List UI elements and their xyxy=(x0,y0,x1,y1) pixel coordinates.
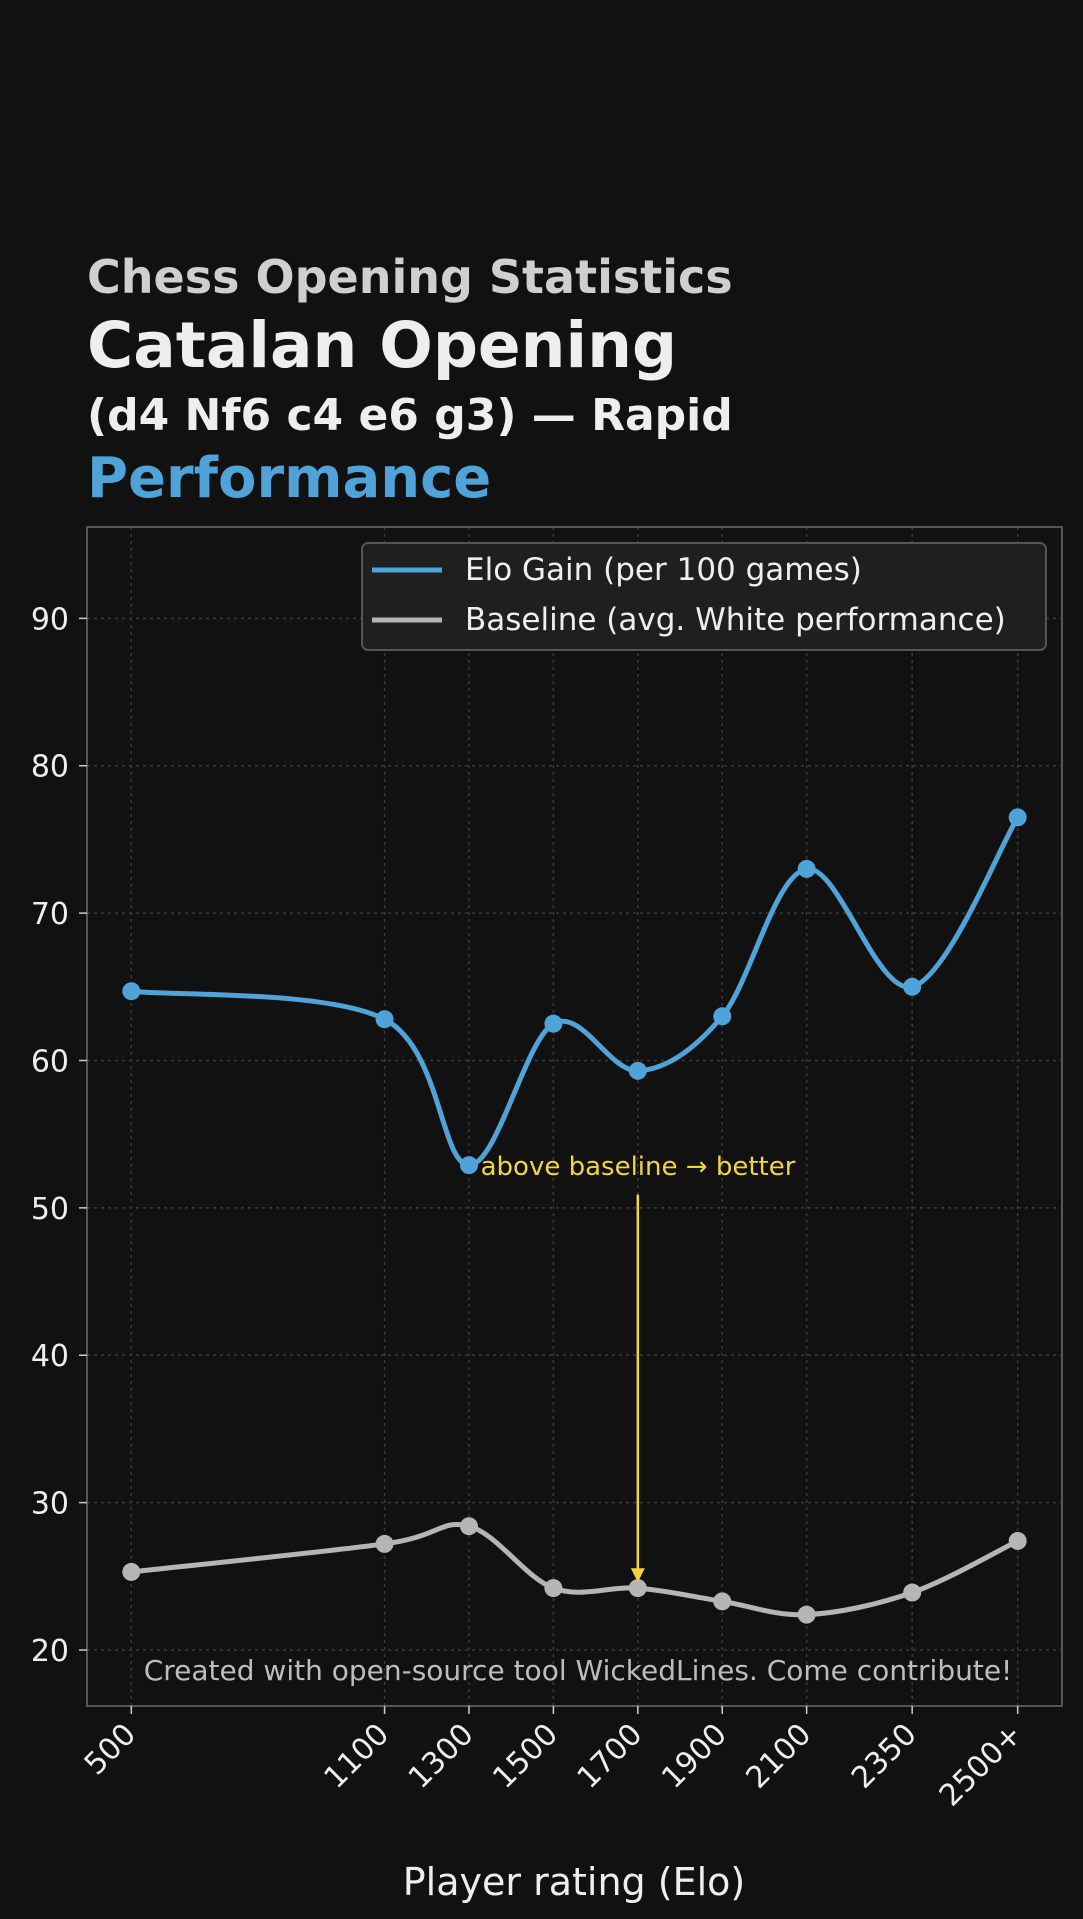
data-point-baseline xyxy=(1008,1531,1027,1550)
legend: Elo Gain (per 100 games) Baseline (avg. … xyxy=(361,542,1047,651)
grid xyxy=(87,527,1062,1706)
y-tick-label: 40 xyxy=(31,1339,69,1374)
data-point-elo xyxy=(903,977,922,996)
x-tick-label: 1100 xyxy=(317,1717,396,1796)
series-group xyxy=(122,808,1027,1624)
legend-box xyxy=(361,542,1047,651)
legend-label-baseline: Baseline (avg. White performance) xyxy=(465,602,1006,638)
y-tick-label: 50 xyxy=(31,1192,69,1227)
annotation-text: above baseline → better xyxy=(481,1152,796,1182)
legend-label-elo: Elo Gain (per 100 games) xyxy=(465,552,862,588)
x-tick-label: 2350 xyxy=(845,1717,924,1796)
x-tick-label: 1300 xyxy=(402,1717,481,1796)
watermark-text: Created with open-source tool WickedLine… xyxy=(144,1654,1013,1687)
y-tick-label: 30 xyxy=(31,1487,69,1522)
x-tick-label: 1700 xyxy=(571,1717,650,1796)
chart-supertitle: Chess Opening Statistics xyxy=(87,250,733,304)
data-point-elo xyxy=(797,859,816,878)
chart-title: Catalan Opening xyxy=(87,309,678,382)
y-tick-label: 80 xyxy=(31,750,69,785)
data-point-elo xyxy=(375,1010,394,1029)
x-tick-label: 1900 xyxy=(655,1717,734,1796)
data-point-elo xyxy=(459,1156,478,1175)
series-line-elo xyxy=(131,816,1020,1168)
y-tick-label: 60 xyxy=(31,1044,69,1079)
data-point-elo xyxy=(628,1061,647,1080)
data-point-baseline xyxy=(713,1592,732,1611)
series-line-baseline xyxy=(131,1521,1019,1618)
data-point-baseline xyxy=(628,1579,647,1598)
data-point-baseline xyxy=(903,1583,922,1602)
y-tick-label: 70 xyxy=(31,897,69,932)
data-point-baseline xyxy=(122,1562,141,1581)
x-tick-label: 2500+ xyxy=(933,1717,1030,1814)
data-point-baseline xyxy=(797,1605,816,1624)
annotation-group: above baseline → better xyxy=(481,1152,796,1583)
data-point-elo xyxy=(1008,808,1027,827)
y-tick-label: 20 xyxy=(31,1634,69,1669)
plot-frame xyxy=(86,526,1063,1707)
x-axis: 500 1100 1300 1500 1700 1900 2100 2350 2500+ xyxy=(78,1706,1030,1814)
chart-title-moves: (d4 Nf6 c4 e6 g3) — Rapid xyxy=(87,390,733,441)
data-point-elo xyxy=(544,1014,563,1033)
chart-title-performance: Performance xyxy=(87,446,492,511)
data-point-elo xyxy=(713,1007,732,1026)
y-tick-label: 90 xyxy=(31,602,69,637)
data-point-baseline xyxy=(375,1534,394,1553)
data-point-baseline xyxy=(459,1517,478,1536)
x-tick-label: 500 xyxy=(78,1717,143,1782)
x-tick-label: 1500 xyxy=(486,1717,565,1796)
x-axis-title: Player rating (Elo) xyxy=(403,1860,745,1904)
x-tick-label: 2100 xyxy=(740,1717,819,1796)
data-point-baseline xyxy=(544,1579,563,1598)
annotation-arrowhead xyxy=(630,1568,645,1583)
data-point-elo xyxy=(122,982,141,1001)
y-axis: 20 30 40 50 60 70 80 90 xyxy=(31,602,87,1669)
